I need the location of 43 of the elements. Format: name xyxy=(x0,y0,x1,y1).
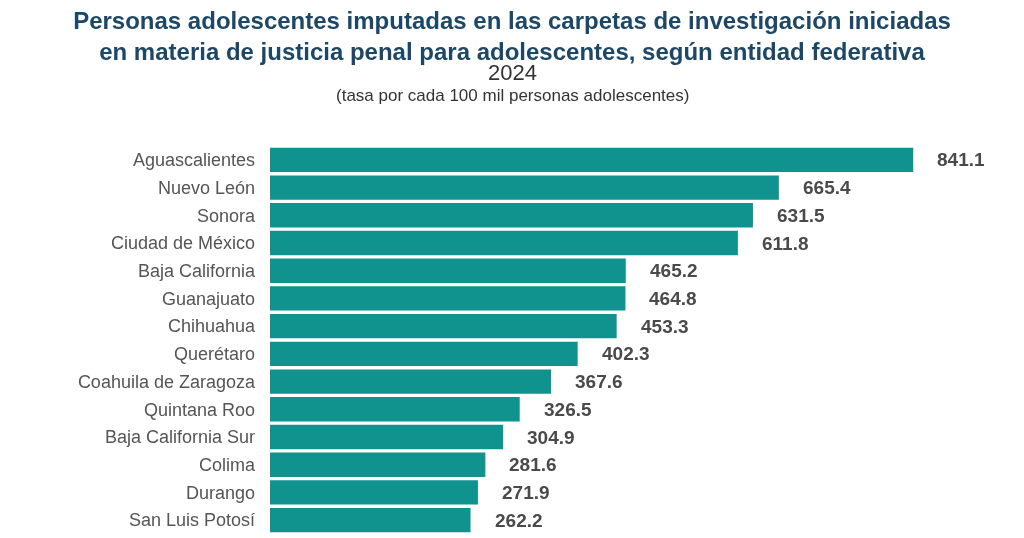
y-tick-label: Coahuila de Zaragoza xyxy=(77,371,256,392)
bar xyxy=(270,286,626,311)
bar xyxy=(270,369,552,394)
bar xyxy=(270,424,504,450)
bar xyxy=(270,203,753,228)
bar xyxy=(270,147,914,173)
y-tick-label: Sonora xyxy=(196,205,256,226)
data-label: 304.9 xyxy=(527,427,575,448)
y-tick-label: Querétaro xyxy=(173,344,255,365)
bar xyxy=(270,313,617,339)
bar xyxy=(270,230,738,256)
data-label: 453.3 xyxy=(641,316,689,337)
data-label: 262.2 xyxy=(495,510,543,531)
y-tick-label: Chihuahua xyxy=(167,316,256,337)
data-label: 402.3 xyxy=(602,343,650,364)
bar xyxy=(270,175,779,200)
data-label: 665.4 xyxy=(803,177,851,198)
data-label: 464.8 xyxy=(649,288,697,309)
data-label: 281.6 xyxy=(509,454,557,475)
bar xyxy=(270,507,471,533)
bar xyxy=(270,341,578,367)
bar xyxy=(270,397,520,422)
y-tick-label: Guanajuato xyxy=(161,288,255,309)
y-tick-label: Durango xyxy=(185,482,255,503)
bar xyxy=(270,258,626,283)
data-label: 271.9 xyxy=(502,482,550,503)
bar xyxy=(270,452,486,477)
y-tick-label: Colima xyxy=(198,455,256,476)
data-label: 465.2 xyxy=(650,260,698,281)
bar xyxy=(270,480,478,505)
chart-title: Personas adolescentes imputadas en las carpetas de investigación iniciadas en materia de justicia penal para adolescentes, según entidad federativa xyxy=(73,6,951,65)
y-tick-label: Aguascalientes xyxy=(132,150,255,171)
y-tick-label: Nuevo León xyxy=(157,177,255,198)
y-tick-label: Ciudad de México xyxy=(110,233,255,254)
data-label: 841.1 xyxy=(937,149,985,170)
data-label: 611.8 xyxy=(762,233,809,254)
y-tick-label: Quintana Roo xyxy=(143,399,255,420)
y-tick-label: Baja California Sur xyxy=(104,427,255,448)
y-tick-label: San Luis Potosí xyxy=(128,510,255,531)
y-tick-label: Baja California xyxy=(137,261,256,282)
data-label: 631.5 xyxy=(777,205,825,226)
data-label: 326.5 xyxy=(544,399,592,420)
data-label: 367.6 xyxy=(575,371,623,392)
